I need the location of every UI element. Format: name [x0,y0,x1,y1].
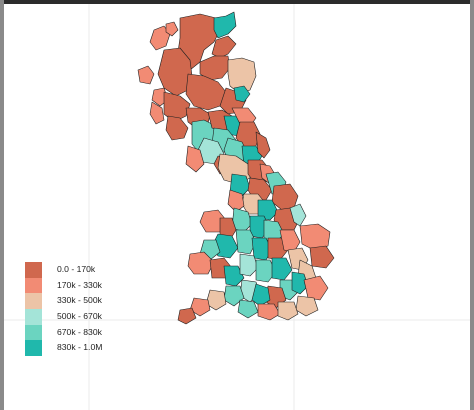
region [165,21,179,37]
region [279,229,301,253]
region [185,73,227,111]
legend-label: 500k - 670k [57,311,102,322]
legend-label: 330k - 500k [57,295,102,306]
region [299,223,331,251]
legend-label: 0.0 - 170k [57,264,96,274]
legend-swatch [25,340,42,357]
region [177,307,197,325]
region [137,65,155,85]
region [251,283,271,307]
region [213,11,237,39]
legend-label: 170k - 330k [57,279,102,290]
legend-label: 830k - 1.0M [57,342,103,353]
region [223,265,245,287]
region [291,271,309,295]
region [165,115,189,141]
region [277,301,299,321]
region [303,275,329,301]
region [237,299,259,319]
window-left-border [0,0,4,410]
region [227,57,257,95]
regions-layer [137,11,335,325]
region [199,55,231,81]
legend-swatch [25,324,42,341]
legend-swatch [25,262,42,278]
region [149,101,165,125]
window-right-border [470,0,474,410]
region [163,91,191,123]
region [255,131,271,159]
region [289,203,307,227]
region [239,253,259,277]
region [309,245,335,269]
region [229,173,251,197]
region [211,35,237,59]
legend-label: 670k - 830k [57,326,102,337]
region [149,25,171,51]
legend-swatch [25,277,42,294]
legend-swatch [25,293,42,310]
region [227,189,245,213]
legend-swatch [25,309,42,325]
region [185,145,205,173]
region [271,257,293,281]
map-plot-area [4,4,470,410]
choropleth-map [4,4,470,410]
region [233,85,251,103]
region [187,251,215,275]
region [295,295,319,317]
region [257,303,281,321]
window-top-border [0,0,474,4]
region [257,199,279,221]
